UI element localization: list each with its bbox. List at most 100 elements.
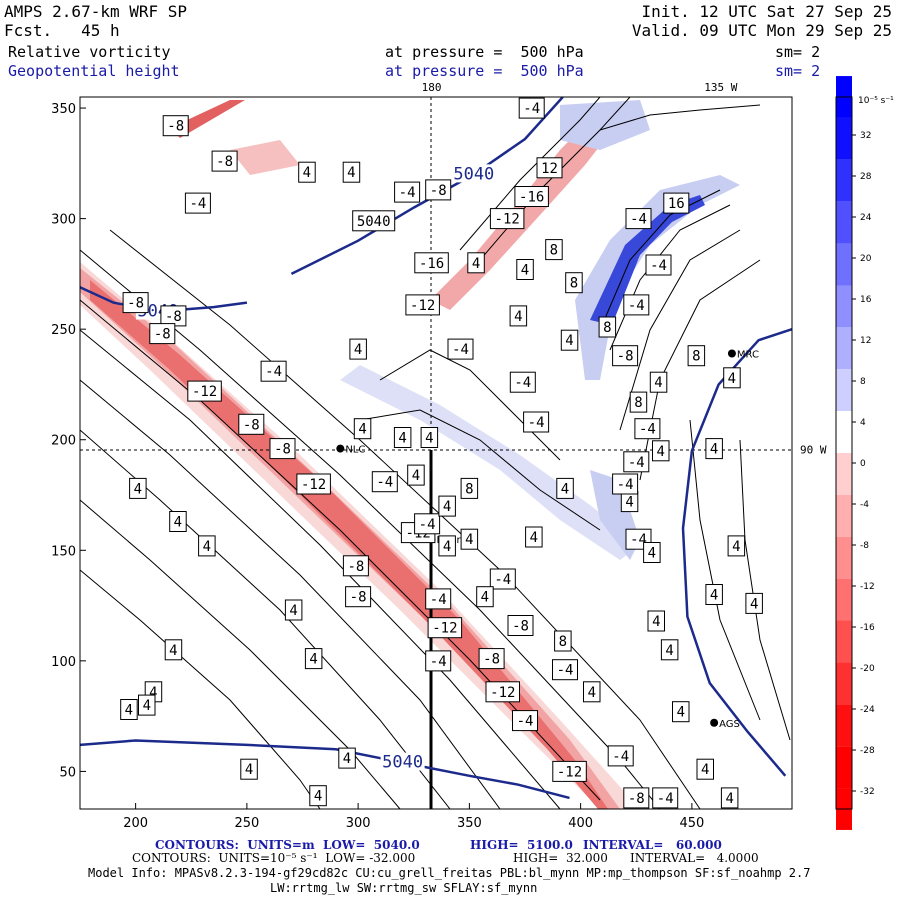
vorticity-label: -4 xyxy=(612,749,629,765)
vorticity-label: -4 xyxy=(452,342,469,358)
positive-core-east xyxy=(590,195,705,325)
vorticity-label-box xyxy=(349,338,367,360)
colorbar-unit: 10⁻⁵ s⁻¹ xyxy=(858,96,894,106)
vorticity-label-box xyxy=(138,694,156,716)
vorticity-label-box xyxy=(509,371,536,393)
vorticity-label: -8 xyxy=(127,296,144,312)
y-tick-label: 150 xyxy=(51,544,76,559)
vorticity-label: 4 xyxy=(303,165,311,181)
station-dot xyxy=(336,444,345,453)
station-dot xyxy=(727,349,736,358)
vorticity-label: -4 xyxy=(399,185,416,201)
vorticity-label-box xyxy=(723,367,741,389)
vorticity-label-box xyxy=(460,528,479,550)
vorticity-label: 4 xyxy=(530,530,538,546)
vorticity-label-box xyxy=(485,681,520,703)
colorbar-tick-label: -32 xyxy=(860,787,875,797)
vorticity-label: 4 xyxy=(514,309,522,325)
vorticity-label: -4 xyxy=(628,298,645,314)
vorticity-label-box xyxy=(296,473,331,495)
vorticity-label-box xyxy=(545,239,563,261)
footer-vort-interval: INTERVAL= 4.0000 xyxy=(630,851,759,865)
vorticity-label: -8 xyxy=(617,349,634,365)
vorticity-label: 8 xyxy=(634,395,642,411)
vorticity-label-box xyxy=(525,526,543,548)
vorticity-label-box xyxy=(652,787,679,809)
contour-line xyxy=(80,329,561,809)
vorticity-label-box xyxy=(552,659,578,681)
vorticity-label: 4 xyxy=(677,705,685,721)
vorticity-label-box xyxy=(660,639,679,661)
x-tick-label: 300 xyxy=(346,816,371,831)
vorticity-label: -4 xyxy=(557,663,574,679)
forecast-hour: Fcst. 45 h xyxy=(4,21,120,40)
x-tick-label: 350 xyxy=(457,816,482,831)
vorticity-label: 5040 xyxy=(357,214,391,230)
vorticity-label-box xyxy=(554,630,572,652)
footer-model-info: Model Info: MPASv8.2.3-194-gf29cd82c CU:… xyxy=(88,866,811,880)
vorticity-label-box xyxy=(598,316,617,338)
colorbar: 10⁻⁵ s⁻¹ 32 28 24 20 16 12 8 4 0 -4 -8 -12 -16 -20 -24 -… xyxy=(835,76,894,830)
vorticity-label-box xyxy=(427,617,463,639)
footer-height-high: HIGH= 5100.0 xyxy=(470,838,573,852)
map-grid-label: 135 W xyxy=(704,81,737,94)
vorticity-label: 16 xyxy=(668,196,685,212)
vorticity-label-box xyxy=(507,615,534,636)
vorticity-label-box xyxy=(120,699,138,720)
contour-line xyxy=(80,299,601,801)
negative-core-nw xyxy=(170,100,245,138)
vorticity-label: -8 xyxy=(167,119,184,135)
vorticity-label-box xyxy=(560,329,579,351)
vorticity-label-box xyxy=(407,464,425,486)
vorticity-label-box xyxy=(425,650,452,672)
vorticity-label: 8 xyxy=(603,320,611,336)
vorticity-label-box xyxy=(516,259,534,280)
axes: 200 250 300 350 400 450 50 100 150 200 250 300 350 xyxy=(51,102,704,831)
vorticity-label-box xyxy=(647,610,665,632)
vorticity-label-box xyxy=(623,787,650,809)
station-label: MRC xyxy=(737,349,759,360)
vorticity-label-box xyxy=(476,586,494,608)
vorticity-label-box xyxy=(184,192,211,214)
vorticity-label: -4 xyxy=(630,212,647,228)
y-tick-label: 350 xyxy=(51,102,76,117)
x-tick-label: 200 xyxy=(123,816,148,831)
vorticity-label: 4 xyxy=(648,546,656,562)
vorticity-label-box xyxy=(634,418,661,440)
vorticity-label: -4 xyxy=(376,475,393,491)
vorticity-label: 4 xyxy=(425,431,433,447)
vorticity-label: 4 xyxy=(472,256,480,272)
vorticity-label-box xyxy=(393,427,412,448)
colorbar-segment xyxy=(836,453,852,495)
footer-vort-high: HIGH= 32.000 xyxy=(513,851,608,865)
contour-line xyxy=(379,349,561,461)
vorticity-label: -12 xyxy=(432,621,457,637)
vorticity-label-box xyxy=(523,411,550,433)
field2-smoothing: sm= 2 xyxy=(775,62,821,80)
vorticity-label-box xyxy=(649,371,668,393)
vorticity-label-box xyxy=(478,648,505,670)
colorbar-tick-label: -12 xyxy=(860,582,875,592)
colorbar-segment xyxy=(836,201,852,244)
vorticity-label: -12 xyxy=(490,685,515,701)
vorticity-label-box xyxy=(696,758,714,780)
vorticity-label: 4 xyxy=(398,431,406,447)
vorticity-label-box xyxy=(460,477,479,499)
height-label-bg xyxy=(451,164,496,183)
vorticity-label: 4 xyxy=(289,603,297,619)
negative-patch-nw xyxy=(230,140,300,175)
vorticity-label-box xyxy=(518,97,545,119)
colorbar-segment xyxy=(836,117,852,160)
vorticity-label: -4 xyxy=(528,415,545,431)
contour-line xyxy=(80,379,501,809)
height-label-bg xyxy=(380,752,425,771)
vorticity-label-box xyxy=(612,345,639,367)
vorticity-label-box xyxy=(512,710,538,732)
height-contour-line xyxy=(681,328,792,777)
colorbar-tick-label: 20 xyxy=(860,254,872,264)
vorticity-label: 4 xyxy=(481,590,489,606)
negative-band-core xyxy=(90,280,608,809)
colorbar-segment xyxy=(836,620,852,663)
vorticity-label-box xyxy=(672,701,690,723)
